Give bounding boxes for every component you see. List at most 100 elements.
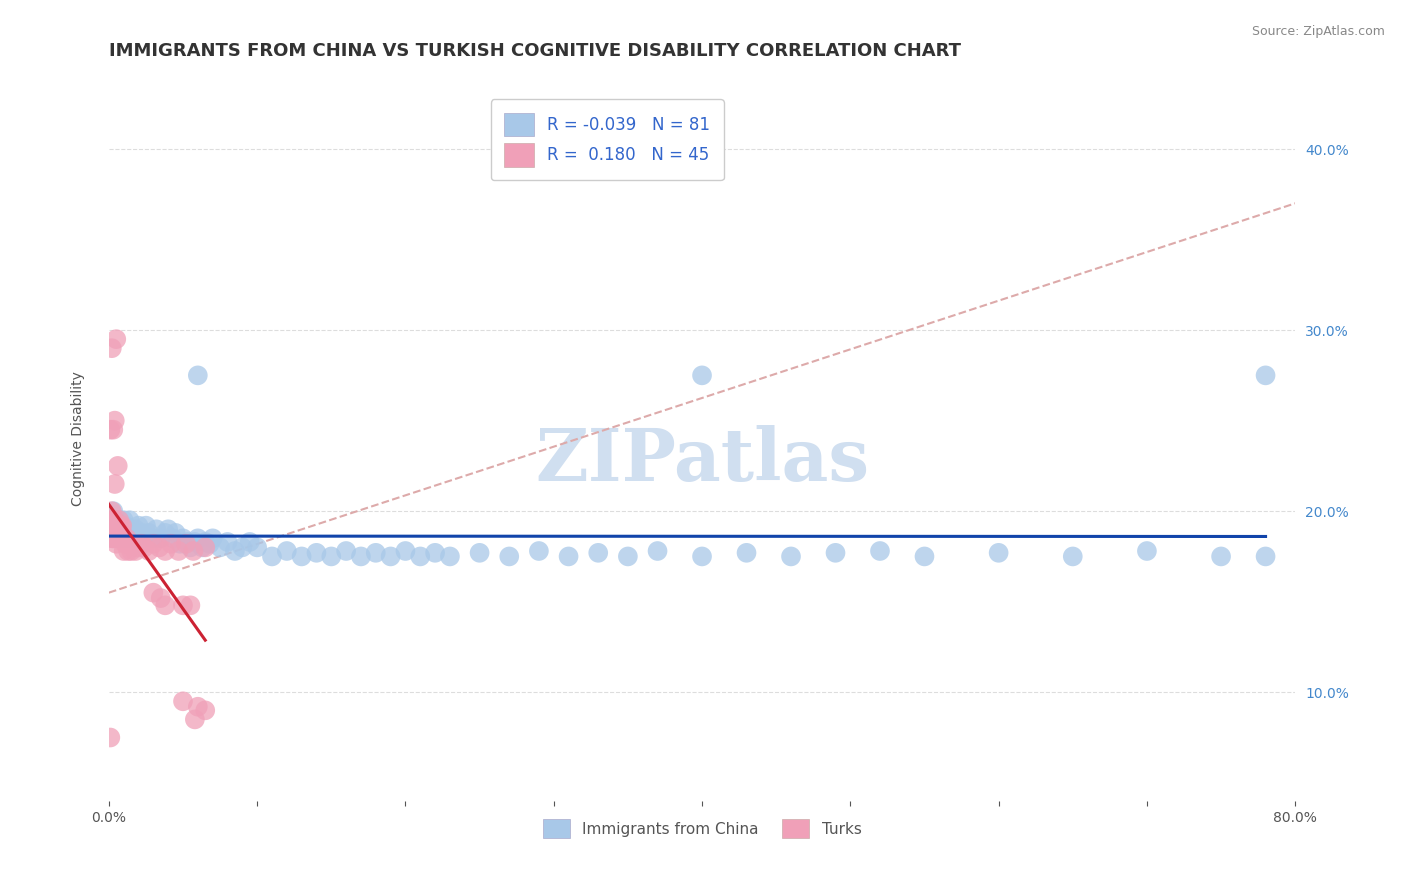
Point: [1254, 549, 1277, 564]
Point: [423, 546, 446, 560]
Point: [321, 549, 343, 564]
Point: [111, 525, 134, 540]
Point: [914, 549, 936, 564]
Point: [135, 518, 157, 533]
Point: [114, 537, 136, 551]
Text: ZIPatlas: ZIPatlas: [534, 425, 869, 496]
Point: [647, 544, 669, 558]
Point: [172, 694, 194, 708]
Point: [780, 549, 803, 564]
Point: [224, 544, 246, 558]
Point: [112, 544, 135, 558]
Point: [176, 535, 198, 549]
Text: Source: ZipAtlas.com: Source: ZipAtlas.com: [1251, 25, 1385, 38]
Point: [104, 477, 127, 491]
Point: [194, 541, 217, 555]
Point: [108, 525, 131, 540]
Point: [409, 549, 432, 564]
Point: [101, 513, 124, 527]
Point: [364, 546, 387, 560]
Point: [105, 332, 128, 346]
Point: [98, 513, 121, 527]
Point: [335, 544, 357, 558]
Point: [121, 525, 143, 540]
Point: [869, 544, 891, 558]
Point: [105, 532, 128, 546]
Point: [1209, 549, 1232, 564]
Point: [134, 541, 156, 555]
Point: [108, 513, 131, 527]
Point: [194, 535, 217, 549]
Point: [105, 518, 128, 533]
Point: [824, 546, 846, 560]
Point: [557, 549, 579, 564]
Point: [239, 535, 262, 549]
Point: [191, 541, 214, 555]
Point: [179, 541, 201, 555]
Point: [187, 699, 209, 714]
Point: [1062, 549, 1084, 564]
Point: [153, 599, 176, 613]
Point: [111, 518, 134, 533]
Point: [350, 549, 373, 564]
Point: [194, 703, 217, 717]
Point: [101, 532, 124, 546]
Point: [157, 522, 180, 536]
Point: [115, 532, 138, 546]
Point: [128, 541, 150, 555]
Point: [128, 518, 150, 533]
Point: [98, 522, 121, 536]
Point: [104, 414, 127, 428]
Point: [103, 532, 125, 546]
Point: [111, 532, 134, 546]
Point: [117, 544, 139, 558]
Legend: Immigrants from China, Turks: Immigrants from China, Turks: [537, 814, 868, 844]
Point: [498, 549, 520, 564]
Point: [107, 518, 129, 533]
Point: [690, 549, 713, 564]
Point: [142, 532, 165, 546]
Point: [187, 532, 209, 546]
Point: [138, 544, 160, 558]
Point: [276, 544, 298, 558]
Point: [121, 537, 143, 551]
Point: [260, 549, 283, 564]
Point: [103, 504, 125, 518]
Point: [107, 518, 129, 533]
Point: [201, 532, 224, 546]
Point: [142, 585, 165, 599]
Point: [101, 504, 124, 518]
Point: [112, 513, 135, 527]
Point: [172, 599, 194, 613]
Point: [1254, 368, 1277, 383]
Point: [120, 544, 142, 558]
Point: [468, 546, 491, 560]
Point: [104, 532, 127, 546]
Point: [103, 525, 125, 540]
Point: [617, 549, 640, 564]
Point: [101, 341, 124, 355]
Point: [291, 549, 314, 564]
Point: [987, 546, 1010, 560]
Point: [172, 532, 194, 546]
Point: [120, 532, 142, 546]
Point: [108, 532, 131, 546]
Point: [439, 549, 461, 564]
Point: [231, 541, 253, 555]
Point: [108, 525, 131, 540]
Point: [153, 544, 176, 558]
Point: [98, 423, 121, 437]
Text: IMMIGRANTS FROM CHINA VS TURKISH COGNITIVE DISABILITY CORRELATION CHART: IMMIGRANTS FROM CHINA VS TURKISH COGNITI…: [108, 42, 960, 60]
Point: [179, 599, 201, 613]
Point: [142, 537, 165, 551]
Point: [131, 537, 153, 551]
Point: [114, 518, 136, 533]
Point: [160, 537, 183, 551]
Point: [735, 546, 758, 560]
Point: [184, 535, 207, 549]
Point: [124, 522, 146, 536]
Y-axis label: Cognitive Disability: Cognitive Disability: [72, 371, 86, 506]
Point: [380, 549, 402, 564]
Point: [217, 535, 239, 549]
Point: [110, 532, 132, 546]
